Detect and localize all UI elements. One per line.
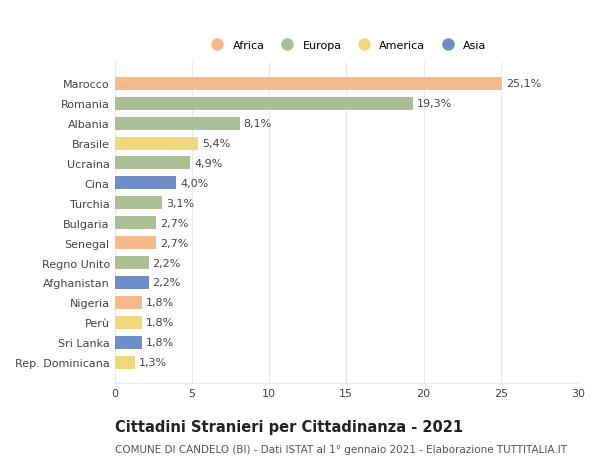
Bar bbox=[115, 356, 134, 369]
Bar bbox=[115, 137, 198, 150]
Text: 25,1%: 25,1% bbox=[506, 79, 541, 89]
Bar bbox=[115, 78, 502, 90]
Text: 2,2%: 2,2% bbox=[152, 258, 181, 268]
Text: Cittadini Stranieri per Cittadinanza - 2021: Cittadini Stranieri per Cittadinanza - 2… bbox=[115, 419, 463, 434]
Bar bbox=[115, 296, 142, 309]
Bar bbox=[115, 157, 190, 170]
Bar bbox=[115, 276, 149, 289]
Text: 8,1%: 8,1% bbox=[244, 119, 272, 129]
Bar bbox=[115, 177, 176, 190]
Bar bbox=[115, 217, 157, 230]
Text: 19,3%: 19,3% bbox=[416, 99, 452, 109]
Text: 1,8%: 1,8% bbox=[146, 318, 175, 328]
Bar bbox=[115, 316, 142, 329]
Text: COMUNE DI CANDELO (BI) - Dati ISTAT al 1° gennaio 2021 - Elaborazione TUTTITALIA: COMUNE DI CANDELO (BI) - Dati ISTAT al 1… bbox=[115, 444, 566, 454]
Text: 4,0%: 4,0% bbox=[180, 179, 209, 189]
Bar bbox=[115, 257, 149, 269]
Text: 1,8%: 1,8% bbox=[146, 298, 175, 308]
Bar bbox=[115, 336, 142, 349]
Text: 2,7%: 2,7% bbox=[160, 218, 188, 228]
Text: 4,9%: 4,9% bbox=[194, 159, 223, 168]
Bar bbox=[115, 197, 163, 210]
Text: 1,8%: 1,8% bbox=[146, 337, 175, 347]
Bar bbox=[115, 237, 157, 250]
Text: 2,2%: 2,2% bbox=[152, 278, 181, 288]
Text: 1,3%: 1,3% bbox=[139, 357, 167, 367]
Legend: Africa, Europa, America, Asia: Africa, Europa, America, Asia bbox=[202, 37, 491, 56]
Text: 2,7%: 2,7% bbox=[160, 238, 188, 248]
Bar bbox=[115, 98, 413, 111]
Text: 5,4%: 5,4% bbox=[202, 139, 230, 149]
Text: 3,1%: 3,1% bbox=[166, 198, 194, 208]
Bar bbox=[115, 118, 240, 130]
